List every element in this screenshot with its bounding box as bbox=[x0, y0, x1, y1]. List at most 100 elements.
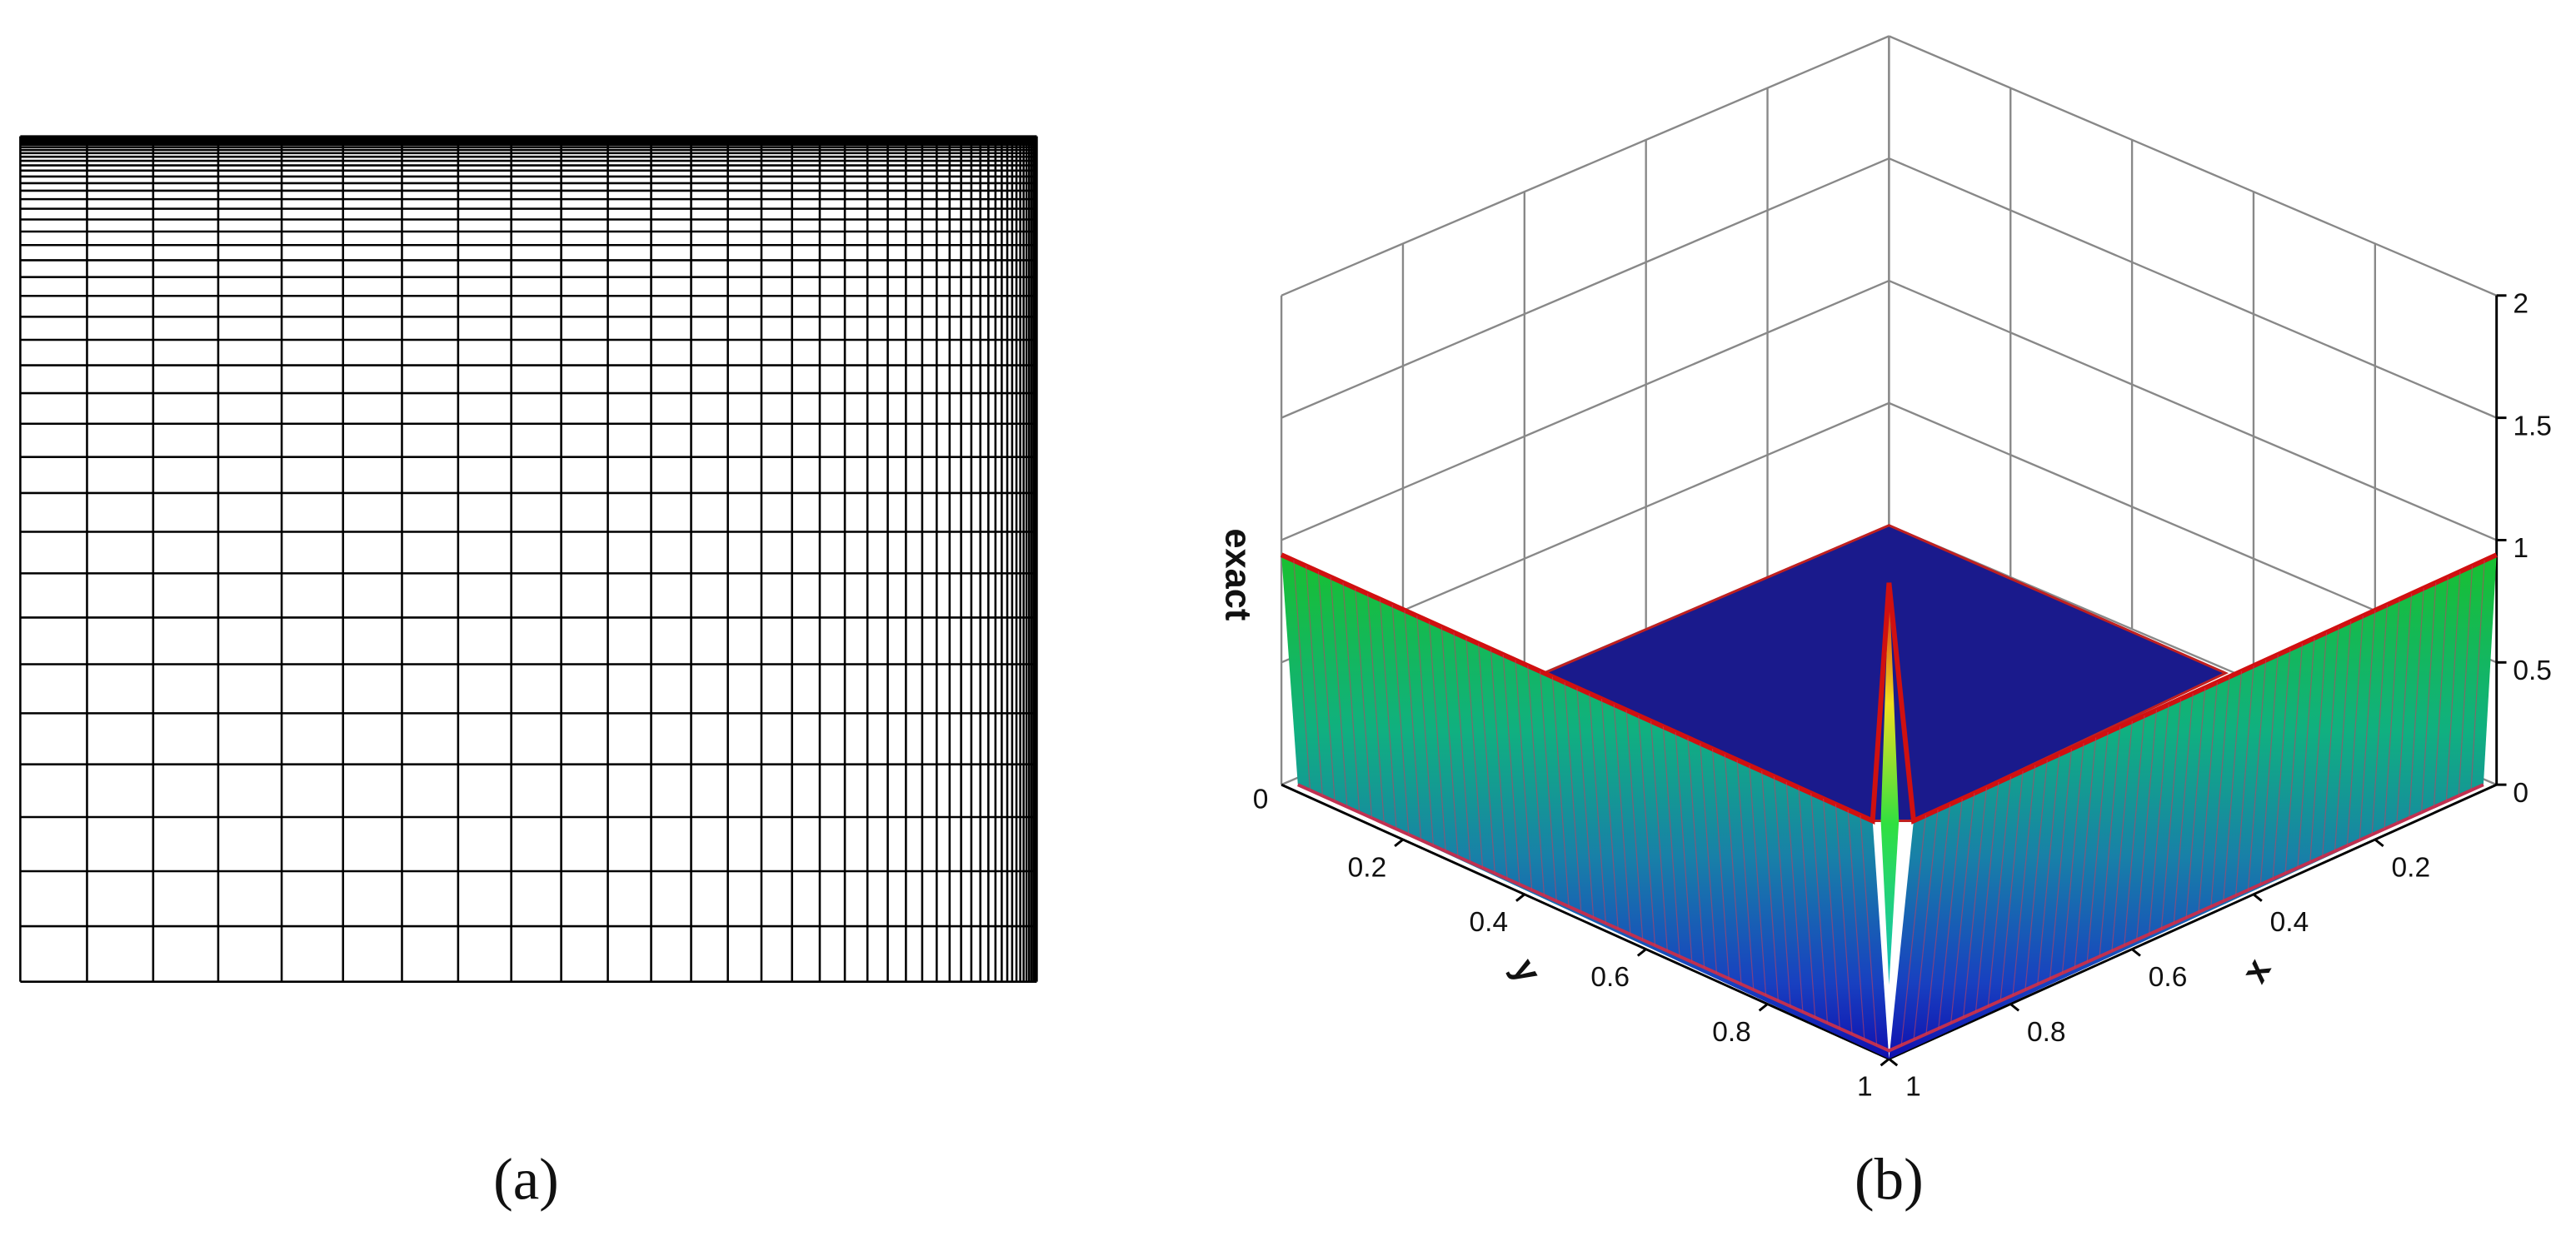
surface-line bbox=[2037, 754, 2060, 984]
surface-line bbox=[1551, 676, 1570, 907]
x-tick-label: 0.6 bbox=[2149, 962, 2188, 993]
surface-line bbox=[1950, 793, 1975, 1024]
surface-line bbox=[1847, 810, 1865, 1040]
surface-line bbox=[2247, 660, 2267, 890]
tick-mark bbox=[2374, 838, 2384, 848]
tick-mark bbox=[2253, 893, 2263, 902]
surface-line bbox=[1736, 760, 1755, 990]
z-tick-label: 0 bbox=[2513, 778, 2529, 809]
surface-line bbox=[1974, 781, 1999, 1012]
surface-line bbox=[1773, 776, 1791, 1007]
surface-line bbox=[1938, 798, 1963, 1029]
surface-line bbox=[2124, 715, 2145, 946]
surface-line bbox=[2371, 605, 2389, 835]
surface-line bbox=[2136, 710, 2158, 940]
y-tick-label: 0.2 bbox=[1348, 852, 1387, 883]
surface-line bbox=[1502, 654, 1520, 885]
surface-line bbox=[1785, 781, 1804, 1012]
z-tick-label: 0 bbox=[1253, 785, 1269, 815]
surface-line bbox=[2061, 743, 2084, 974]
y-tick-label: 1 bbox=[1857, 1072, 1873, 1103]
y-axis-label: y bbox=[1504, 952, 1549, 989]
surface-line bbox=[2272, 649, 2291, 880]
surface-line bbox=[1589, 693, 1606, 924]
surface-line bbox=[2148, 704, 2169, 934]
surface-line bbox=[1999, 770, 2024, 1001]
tick-mark bbox=[1880, 1058, 1890, 1067]
surface-line bbox=[1711, 748, 1730, 979]
y-tick-label: 0.6 bbox=[1590, 962, 1630, 993]
surface-line bbox=[1798, 787, 1816, 1018]
surface-line bbox=[2185, 687, 2206, 918]
surface-line bbox=[1687, 737, 1705, 968]
grid-line bbox=[1281, 157, 1890, 419]
surface-line bbox=[1600, 699, 1619, 930]
surface-line bbox=[2173, 693, 2194, 924]
surface-line bbox=[1810, 793, 1829, 1024]
grid-line bbox=[1281, 279, 1890, 541]
surface-line bbox=[1478, 643, 1495, 874]
surface-line bbox=[1465, 637, 1484, 868]
surface-line bbox=[1822, 798, 1840, 1029]
surface-line bbox=[1527, 665, 1545, 896]
x-tick-label: 0.8 bbox=[2027, 1017, 2066, 1048]
surface bbox=[1280, 524, 2498, 1059]
surface-line bbox=[1900, 815, 1927, 1045]
surface-line bbox=[1515, 660, 1533, 890]
surface-line bbox=[1330, 576, 1348, 807]
surface-line bbox=[1700, 743, 1718, 974]
tick-mark bbox=[2131, 948, 2141, 957]
surface-line bbox=[2012, 765, 2036, 995]
surface-line bbox=[2284, 643, 2304, 874]
surface-line bbox=[1342, 582, 1360, 813]
surface-line bbox=[1913, 810, 1939, 1040]
surface-line bbox=[2198, 682, 2218, 913]
surface-line bbox=[2384, 599, 2400, 830]
surface-line bbox=[2396, 593, 2413, 824]
surface-line bbox=[1860, 815, 1878, 1045]
mesh bbox=[19, 135, 1038, 983]
surface-line bbox=[2309, 632, 2328, 863]
tick-mark bbox=[2009, 1003, 2020, 1012]
surface-line bbox=[1987, 776, 2012, 1007]
surface-line bbox=[1317, 571, 1335, 802]
surface-line bbox=[1749, 765, 1767, 995]
surface-line bbox=[2409, 588, 2424, 819]
surface-line bbox=[2297, 637, 2315, 868]
z-tick-label: 1 bbox=[2513, 533, 2529, 564]
surface-line bbox=[2086, 732, 2109, 963]
panel-label: (a) bbox=[493, 1147, 559, 1212]
surface-line bbox=[1925, 804, 1951, 1034]
grid-line bbox=[1888, 157, 2498, 419]
surface-line bbox=[2099, 726, 2121, 957]
surface-line bbox=[1835, 804, 1853, 1034]
grid-line bbox=[1281, 35, 1890, 297]
surface-line bbox=[2111, 720, 2133, 951]
grid-line bbox=[1888, 35, 2498, 297]
surface-line bbox=[1576, 687, 1595, 918]
surface-line bbox=[2049, 748, 2073, 979]
surface-line bbox=[2235, 665, 2254, 896]
z-tick-label: 0.5 bbox=[2513, 655, 2552, 686]
y-tick-label: 0.4 bbox=[1470, 907, 1509, 938]
surface-line bbox=[2470, 560, 2485, 790]
surface-line bbox=[1440, 626, 1459, 857]
surface-grid bbox=[1293, 560, 2485, 1045]
surface-line bbox=[2223, 670, 2243, 901]
surface-line bbox=[1379, 599, 1397, 830]
surface-line bbox=[2458, 566, 2474, 796]
surface-line bbox=[2334, 621, 2352, 852]
surface-line bbox=[2074, 737, 2097, 968]
surface-line bbox=[2433, 576, 2449, 807]
z-axis-label: exact bbox=[1217, 528, 1257, 621]
surface-line bbox=[2259, 654, 2279, 885]
surface-line bbox=[1638, 715, 1656, 946]
tick-mark bbox=[1636, 948, 1647, 957]
z-tick-label: 2 bbox=[2513, 288, 2529, 319]
surface-line bbox=[1490, 649, 1508, 880]
x-axis-label: x bbox=[2234, 952, 2279, 989]
surface-line bbox=[2359, 610, 2376, 840]
z-tick-label: 1.5 bbox=[2513, 411, 2552, 441]
surface-line bbox=[1355, 588, 1373, 819]
